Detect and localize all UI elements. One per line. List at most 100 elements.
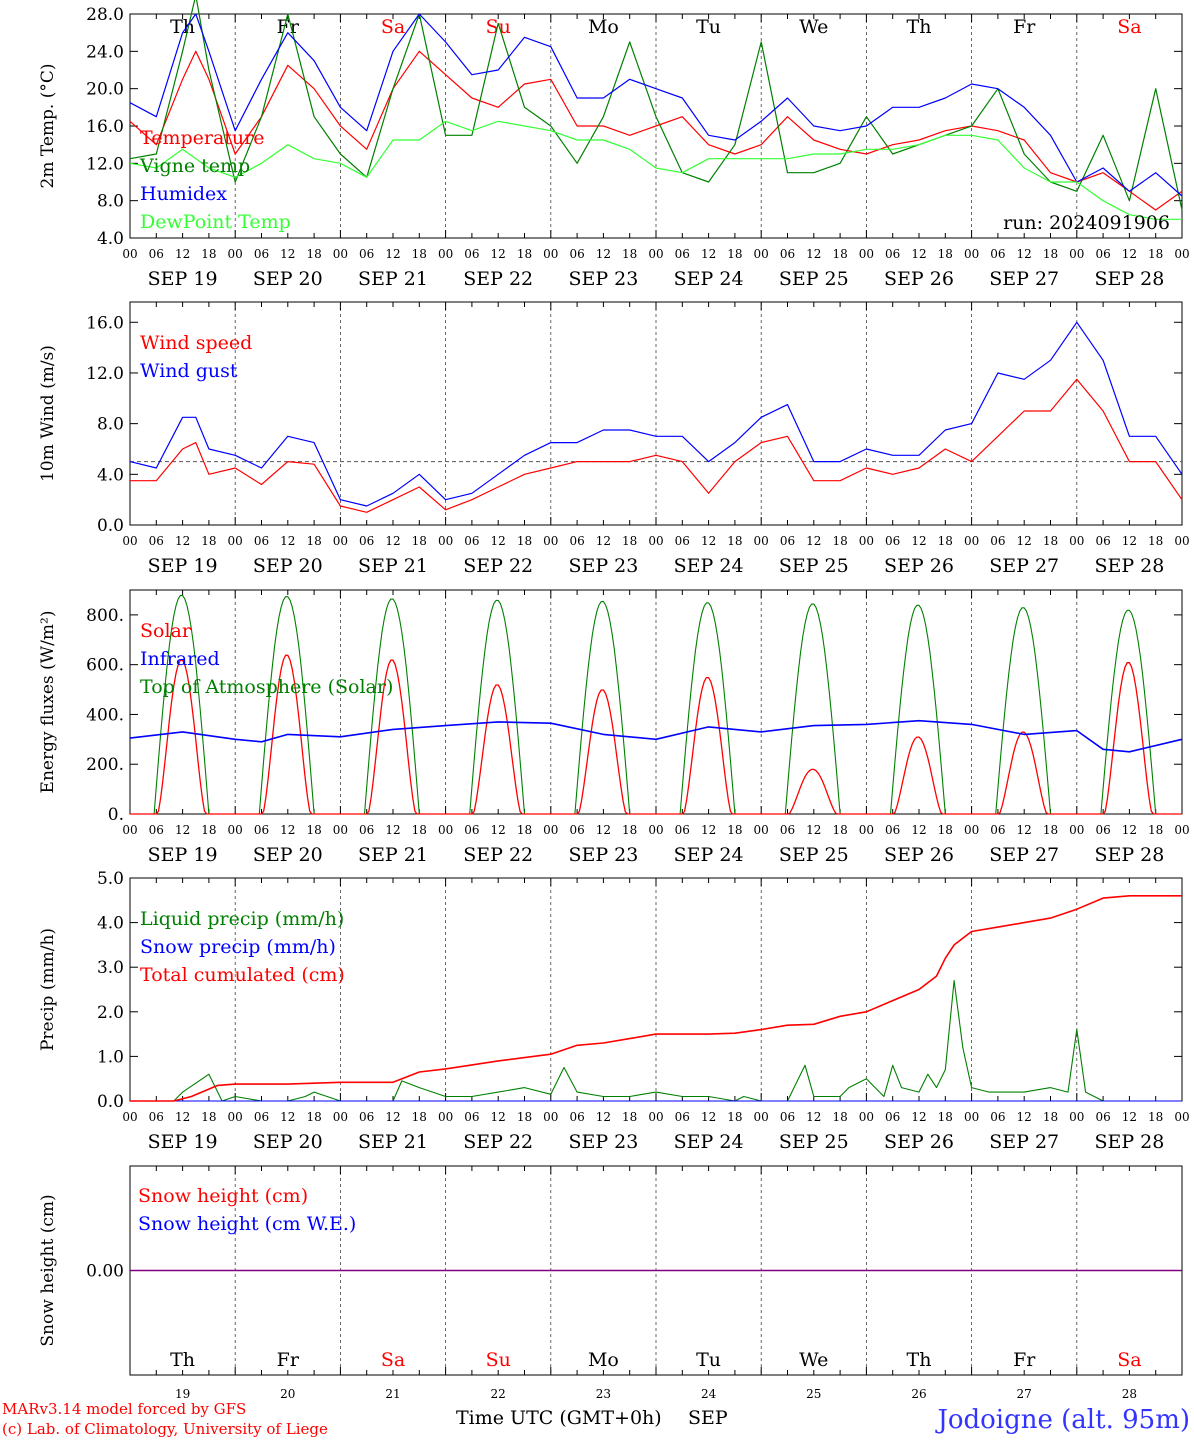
energy-hour-label: 18 [412, 823, 427, 837]
temperature-ytick-label: 12.0 [86, 154, 124, 174]
temperature-hour-label: 00 [1174, 247, 1189, 261]
temperature-date-label: SEP 27 [989, 268, 1059, 290]
energy-hour-label: 12 [701, 823, 716, 837]
temperature-day-name: Sa [1117, 16, 1141, 38]
energy-hour-label: 00 [333, 823, 348, 837]
wind-hour-label: 00 [754, 534, 769, 548]
snow-day-number: 27 [1017, 1387, 1032, 1401]
wind-frame [129, 301, 1183, 526]
precip-hour-label: 06 [675, 1110, 690, 1124]
energy-date-label: SEP 26 [884, 844, 954, 866]
energy-hour-label: 18 [1043, 823, 1058, 837]
temperature-hour-label: 06 [1095, 247, 1110, 261]
wind-ylabel: 10m Wind (m/s) [38, 345, 58, 482]
energy-hour-label: 00 [648, 823, 663, 837]
precip-date-label: SEP 27 [989, 1131, 1059, 1153]
energy-hour-label: 12 [911, 823, 926, 837]
temperature-hour-label: 12 [1122, 247, 1137, 261]
energy-hour-label: 06 [149, 823, 164, 837]
temperature-day-name: Sa [381, 16, 405, 38]
precip-hour-label: 12 [491, 1110, 506, 1124]
wind-hour-label: 12 [806, 534, 821, 548]
energy-hour-label: 18 [306, 823, 321, 837]
precip-hour-label: 18 [412, 1110, 427, 1124]
x-axis-month: SEP [688, 1407, 728, 1429]
temperature-hour-label: 18 [517, 247, 532, 261]
wind-hour-label: 00 [228, 534, 243, 548]
energy-hour-label: 18 [938, 823, 953, 837]
wind-hour-label: 06 [990, 534, 1005, 548]
wind-ytick-label: 12.0 [86, 364, 124, 384]
snow-day-number: 23 [596, 1387, 611, 1401]
precip-hour-label: 00 [228, 1110, 243, 1124]
temperature-hour-label: 12 [175, 247, 190, 261]
energy-date-label: SEP 27 [989, 844, 1059, 866]
energy-date-label: SEP 20 [253, 844, 323, 866]
precip-hour-label: 06 [149, 1110, 164, 1124]
wind-hour-label: 18 [201, 534, 216, 548]
energy-ytick-label: 800. [86, 606, 124, 626]
precip-line-total-cumulated-cm- [130, 894, 1182, 1102]
temperature-hour-label: 18 [727, 247, 742, 261]
temperature-hour-label: 18 [938, 247, 953, 261]
energy-hour-label: 18 [622, 823, 637, 837]
energy-legend-top-of-atmosphere-solar-: Top of Atmosphere (Solar) [140, 676, 393, 698]
wind-date-label: SEP 27 [989, 555, 1059, 577]
temperature-hour-label: 00 [228, 247, 243, 261]
wind-hour-label: 12 [1122, 534, 1137, 548]
wind-hour-label: 12 [280, 534, 295, 548]
precip-hour-label: 00 [438, 1110, 453, 1124]
energy-hour-label: 06 [1095, 823, 1110, 837]
wind-date-label: SEP 28 [1094, 555, 1164, 577]
precip-hour-label: 00 [1174, 1110, 1189, 1124]
precip-date-label: SEP 23 [568, 1131, 638, 1153]
snow-day-name: Fr [277, 1349, 300, 1371]
energy-date-label: SEP 28 [1094, 844, 1164, 866]
snow-legend-snow-height-cm-w-e-: Snow height (cm W.E.) [138, 1213, 356, 1235]
temperature-hour-label: 18 [832, 247, 847, 261]
energy-legend-infrared: Infrared [140, 648, 220, 670]
wind-date-label: SEP 19 [148, 555, 218, 577]
wind-hour-label: 18 [938, 534, 953, 548]
energy-hour-label: 06 [254, 823, 269, 837]
wind-hour-label: 06 [885, 534, 900, 548]
wind-hour-label: 12 [385, 534, 400, 548]
precip-hour-label: 06 [990, 1110, 1005, 1124]
wind-hour-label: 18 [832, 534, 847, 548]
precip-hour-label: 12 [596, 1110, 611, 1124]
temperature-ytick-label: 8.0 [97, 192, 124, 212]
temperature-hour-label: 18 [1043, 247, 1058, 261]
wind-hour-label: 06 [569, 534, 584, 548]
snow-day-name: Sa [381, 1349, 405, 1371]
temperature-hour-label: 00 [648, 247, 663, 261]
temperature-day-name: Fr [1013, 16, 1036, 38]
energy-hour-label: 06 [675, 823, 690, 837]
energy-hour-label: 06 [885, 823, 900, 837]
wind-ytick-label: 0.0 [97, 516, 124, 536]
snow-day-name: Sa [1117, 1349, 1141, 1371]
energy-hour-label: 12 [596, 823, 611, 837]
energy-ytick-label: 200. [86, 755, 124, 775]
temperature-date-label: SEP 21 [358, 268, 428, 290]
temperature-date-label: SEP 19 [148, 268, 218, 290]
wind-hour-label: 00 [859, 534, 874, 548]
energy-hour-label: 00 [438, 823, 453, 837]
temperature-hour-label: 12 [596, 247, 611, 261]
temperature-date-label: SEP 23 [568, 268, 638, 290]
temperature-hour-label: 12 [280, 247, 295, 261]
energy-hour-label: 00 [859, 823, 874, 837]
wind-hour-label: 06 [464, 534, 479, 548]
precip-hour-label: 18 [1043, 1110, 1058, 1124]
snow-day-number: 26 [911, 1387, 926, 1401]
temperature-line-vigne-temp [129, 0, 1183, 211]
wind-hour-label: 06 [149, 534, 164, 548]
energy-hour-label: 18 [201, 823, 216, 837]
precip-hour-label: 18 [201, 1110, 216, 1124]
temperature-hour-label: 00 [122, 247, 137, 261]
precip-ytick-label: 1.0 [97, 1047, 124, 1067]
snow-day-name: Th [170, 1349, 195, 1371]
wind-line-wind-gust [129, 321, 1183, 507]
precip-legend-total-cumulated-cm-: Total cumulated (cm) [140, 964, 345, 986]
